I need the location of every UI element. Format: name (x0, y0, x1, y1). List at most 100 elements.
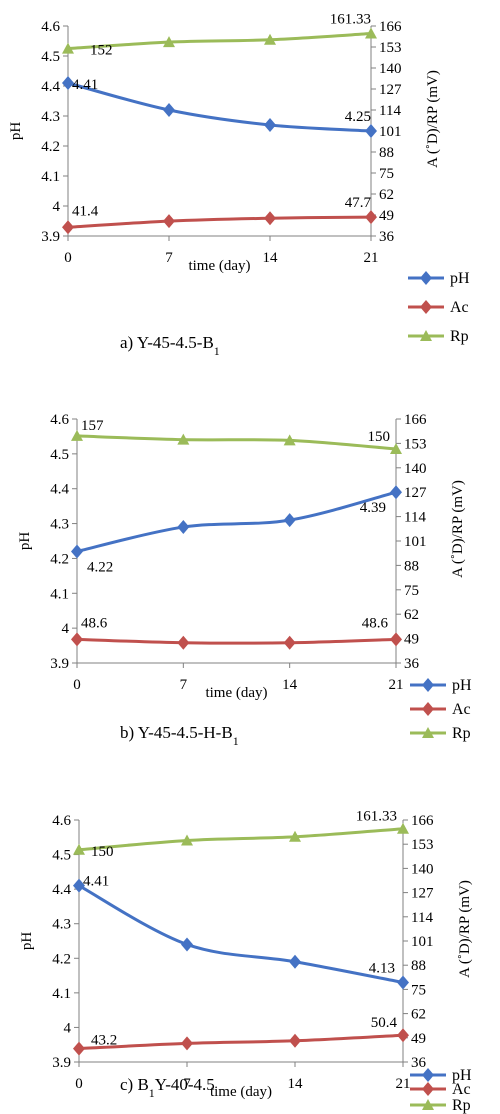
x-tick-label: 7 (180, 677, 188, 693)
legend-label-ac: Ac (452, 701, 471, 718)
legend-marker-ph (422, 1068, 434, 1082)
legend-label-ac: Ac (450, 299, 469, 316)
y-tick-label: 4.5 (41, 49, 60, 65)
y2-tick-label: 127 (404, 485, 427, 501)
y-tick-label: 4.4 (41, 79, 60, 95)
data-point-rp (71, 429, 83, 441)
data-point-ph (163, 103, 175, 117)
caption-main: b) Y-45-4.5-H-B (120, 723, 233, 742)
y-tick-label: 3.9 (52, 1055, 71, 1071)
y-tick-label: 4.2 (41, 139, 60, 155)
data-point-ac (390, 632, 402, 647)
y-tick-label: 4.1 (52, 986, 71, 1002)
y2-tick-label: 62 (411, 1007, 426, 1023)
data-point-rp (283, 434, 296, 446)
y-axis-title: pH (8, 122, 24, 141)
y2-tick-label: 36 (404, 656, 420, 672)
y-tick-label: 4.4 (50, 482, 69, 498)
data-point-rp (390, 443, 402, 455)
caption-prefix: c) B (120, 1075, 149, 1094)
y-tick-label: 3.9 (41, 229, 60, 245)
data-point-rp (181, 834, 193, 846)
data-label-rp: 150 (91, 844, 114, 860)
y-tick-label: 4.4 (52, 882, 71, 898)
y-tick-label: 4.6 (50, 412, 69, 428)
legend-label-rp: Rp (452, 725, 471, 742)
y2-tick-label: 49 (404, 632, 419, 648)
y2-tick-label: 153 (411, 837, 434, 853)
data-point-ph (365, 124, 377, 138)
data-point-ac (62, 220, 74, 235)
series-line-rp (78, 827, 404, 852)
x-tick-label: 0 (75, 1076, 83, 1092)
y2-tick-label: 166 (404, 412, 427, 428)
data-label-rp: 157 (81, 418, 104, 434)
caption-subscript: 1 (214, 344, 220, 358)
y-tick-label: 3.9 (50, 656, 69, 672)
y2-tick-label: 127 (379, 82, 402, 98)
data-point-rp (397, 822, 409, 834)
x-tick-label: 7 (183, 1076, 191, 1092)
y2-tick-label: 62 (404, 607, 419, 623)
y2-tick-label: 166 (411, 813, 434, 829)
series-line-ph (76, 490, 397, 553)
legend-marker-rp (422, 727, 434, 738)
y2-axis-title: A (˚D)/RP (mV) (425, 70, 441, 168)
y-tick-label: 4.2 (50, 551, 69, 567)
y2-tick-label: 140 (404, 461, 427, 477)
legend-marker-ac (422, 1082, 434, 1096)
y2-tick-label: 114 (404, 510, 426, 526)
legend-marker-ph (420, 271, 432, 285)
y2-tick-label: 75 (404, 583, 419, 599)
x-tick-label: 14 (263, 250, 279, 266)
legend-label-rp: Rp (450, 328, 469, 345)
x-tick-label: 7 (165, 250, 173, 266)
y2-tick-label: 101 (404, 534, 427, 550)
x-axis-title: time (day) (205, 685, 267, 701)
legend-marker-rp (420, 330, 432, 341)
data-point-ac (71, 632, 83, 647)
y2-tick-label: 88 (379, 145, 394, 161)
data-point-ph (73, 878, 85, 893)
data-point-rp (177, 433, 190, 445)
chart-caption: a) Y-45-4.5-B1 (120, 333, 220, 358)
data-label-ph: 4.41 (72, 77, 98, 93)
y2-tick-label: 114 (379, 103, 401, 119)
data-label-ph: 4.25 (345, 109, 371, 125)
data-label-rp: 150 (368, 429, 391, 445)
data-label-ac: 43.2 (91, 1033, 117, 1049)
y-tick-label: 4 (62, 621, 70, 637)
data-label-ph: 4.13 (369, 960, 395, 976)
y2-tick-label: 101 (411, 934, 434, 950)
x-tick-label: 21 (364, 250, 379, 266)
y-tick-label: 4.6 (52, 813, 71, 829)
legend-marker-rp (422, 1099, 434, 1110)
data-point-rp (62, 42, 74, 54)
y-tick-label: 4.3 (50, 517, 69, 533)
y-tick-label: 4.5 (52, 848, 71, 864)
data-point-ph (177, 520, 190, 535)
data-point-ph (289, 954, 301, 969)
y2-tick-label: 75 (411, 982, 426, 998)
y-tick-label: 4.1 (50, 586, 69, 602)
y2-axis-title: A (˚D)/RP (mV) (450, 480, 466, 578)
chart-caption: c) B1Y-40-4.5 (120, 1075, 215, 1100)
data-label-ac: 50.4 (371, 1015, 398, 1031)
legend-label-rp: Rp (452, 1097, 471, 1114)
y2-tick-label: 153 (379, 40, 402, 56)
chart-a: 3.944.14.24.34.44.54.6364962758810111412… (8, 12, 470, 358)
data-point-rp (163, 36, 175, 48)
y2-tick-label: 114 (411, 910, 433, 926)
data-point-rp (264, 33, 276, 45)
series-line-ph (78, 884, 404, 984)
legend-marker-ph (422, 678, 434, 692)
y-tick-label: 4.3 (52, 917, 71, 933)
caption-subscript: 1 (233, 734, 239, 748)
chart-b: 3.944.14.24.34.44.54.6364962758810111412… (17, 412, 472, 748)
x-tick-label: 21 (396, 1076, 411, 1092)
legend-marker-ac (422, 702, 434, 716)
data-point-ac (283, 635, 296, 650)
data-point-ph (62, 76, 74, 90)
data-point-ac (397, 1028, 409, 1043)
data-label-rp: 161.33 (356, 809, 397, 825)
